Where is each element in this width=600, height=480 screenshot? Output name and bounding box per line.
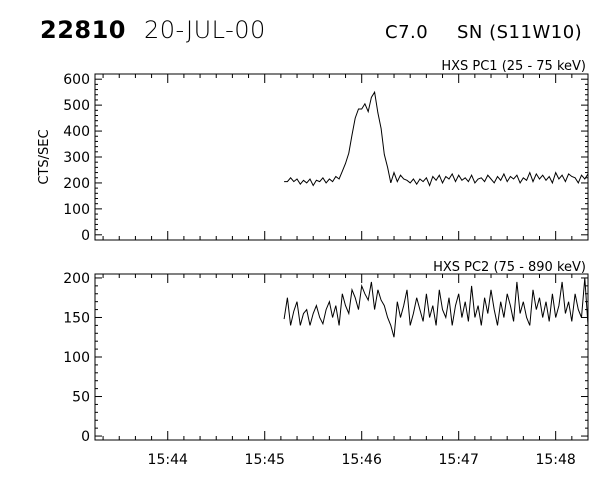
y-tick-label: 0 bbox=[81, 228, 90, 244]
y-tick-label: 200 bbox=[63, 271, 90, 287]
flare-location: SN (S11W10) bbox=[457, 22, 583, 43]
x-tick-label: 15:48 bbox=[535, 452, 575, 468]
y-tick-label: 150 bbox=[63, 310, 90, 326]
y-tick-label: 100 bbox=[63, 202, 90, 218]
y-tick-label: 500 bbox=[63, 98, 90, 114]
event-date: 20-JUL-00 bbox=[144, 16, 266, 44]
x-tick-label: 15:46 bbox=[342, 452, 382, 468]
y-tick-label: 400 bbox=[63, 124, 90, 140]
plot-frame bbox=[94, 73, 589, 241]
y-tick-label: 0 bbox=[81, 429, 90, 445]
panel-title: HXS PC1 (25 - 75 keV) bbox=[441, 59, 586, 74]
y-axis-label: CTS/SEC bbox=[37, 129, 52, 184]
panel-2: 0 50 100 150 200 15:44 15:45 15:46 15:47 15:48 HXS… bbox=[63, 260, 589, 468]
y-tick-label: 100 bbox=[63, 350, 90, 366]
panel-title: HXS PC2 (75 - 890 keV) bbox=[433, 260, 586, 275]
y-tick-label: 50 bbox=[72, 390, 90, 406]
x-tick-label: 15:47 bbox=[439, 452, 479, 468]
event-id: 22810 bbox=[40, 16, 126, 44]
y-tick-label: 300 bbox=[63, 150, 90, 166]
series-line-1 bbox=[284, 90, 589, 187]
y-tick-label: 600 bbox=[63, 72, 90, 88]
x-tick-label: 15:44 bbox=[148, 452, 188, 468]
y-tick-label: 200 bbox=[63, 176, 90, 192]
panel-1: 0 100 200 300 400 500 600 HXS PC1 (25 - 75 keV)… bbox=[37, 59, 589, 244]
x-tick-label: 15:45 bbox=[245, 452, 285, 468]
flare-class: C7.0 bbox=[385, 22, 429, 43]
series-line-2 bbox=[283, 277, 589, 338]
